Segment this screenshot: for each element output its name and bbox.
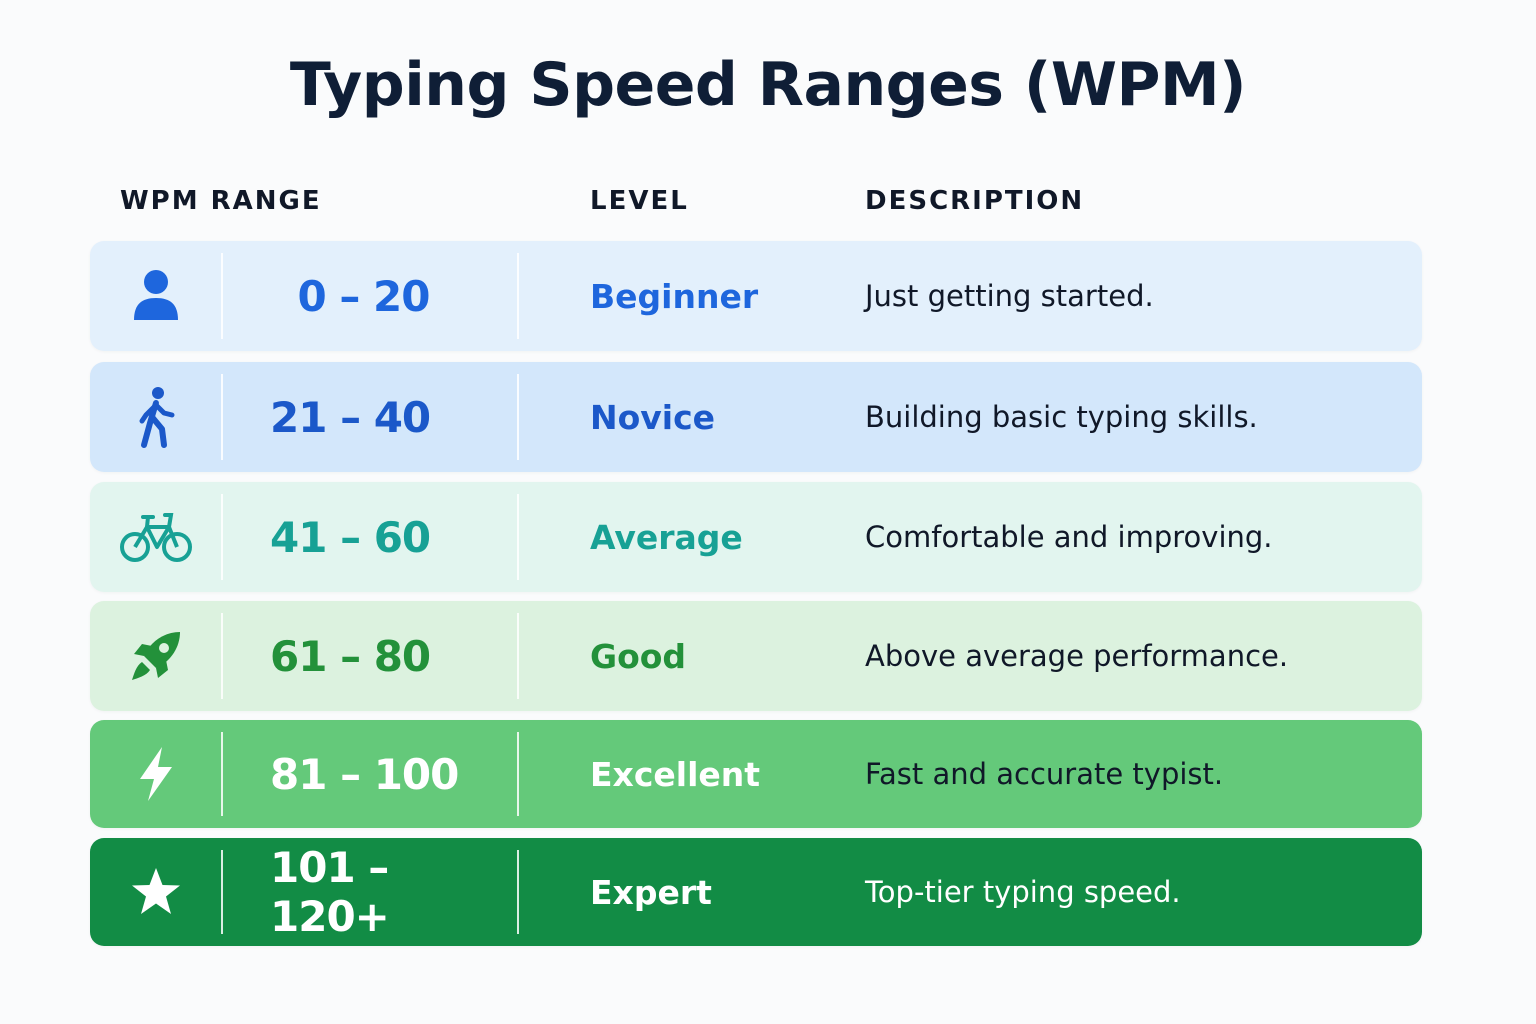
row-divider <box>221 850 223 934</box>
wpm-range: 21 – 40 <box>270 392 431 442</box>
row-divider <box>517 494 519 580</box>
row-divider <box>517 732 519 816</box>
header-level: LEVEL <box>590 186 689 216</box>
header-wpm-range: WPM RANGE <box>120 186 322 216</box>
table-row-beginner: 0 – 20 Beginner Just getting started. <box>90 241 1422 351</box>
level-description: Top-tier typing speed. <box>865 875 1181 909</box>
table-header: WPM RANGE LEVEL DESCRIPTION <box>0 186 1536 222</box>
level-label: Novice <box>590 397 716 437</box>
wpm-range: 61 – 80 <box>270 631 431 681</box>
row-divider <box>517 850 519 934</box>
person-icon <box>90 241 222 351</box>
row-divider <box>221 374 223 460</box>
level-description: Fast and accurate typist. <box>865 757 1224 791</box>
level-description: Just getting started. <box>865 279 1154 313</box>
level-description: Above average performance. <box>865 639 1289 673</box>
row-divider <box>517 253 519 339</box>
row-divider <box>221 494 223 580</box>
lightning-icon <box>90 720 222 828</box>
header-description: DESCRIPTION <box>865 186 1085 216</box>
wpm-range: 41 – 60 <box>270 512 431 562</box>
row-divider <box>221 732 223 816</box>
star-icon <box>90 838 222 946</box>
row-divider <box>517 374 519 460</box>
bicycle-icon <box>90 482 222 592</box>
table-row-good: 61 – 80 Good Above average performance. <box>90 601 1422 711</box>
level-label: Beginner <box>590 276 759 316</box>
table-row-excellent: 81 – 100 Excellent Fast and accurate typ… <box>90 720 1422 828</box>
walking-icon <box>90 362 222 472</box>
table-row-expert: 101 – 120+ Expert Top-tier typing speed. <box>90 838 1422 946</box>
row-divider <box>221 253 223 339</box>
level-label: Excellent <box>590 754 761 794</box>
row-divider <box>517 613 519 699</box>
wpm-range: 101 – 120+ <box>270 843 390 941</box>
level-description: Comfortable and improving. <box>865 520 1273 554</box>
rocket-icon <box>90 601 222 711</box>
wpm-range: 81 – 100 <box>270 749 459 799</box>
level-label: Expert <box>590 872 712 912</box>
wpm-range: 0 – 20 <box>297 271 431 321</box>
table-row-average: 41 – 60 Average Comfortable and improvin… <box>90 482 1422 592</box>
level-description: Building basic typing skills. <box>865 400 1258 434</box>
level-label: Good <box>590 636 687 676</box>
row-divider <box>221 613 223 699</box>
page-title: Typing Speed Ranges (WPM) <box>289 50 1247 120</box>
table-row-novice: 21 – 40 Novice Building basic typing ski… <box>90 362 1422 472</box>
level-label: Average <box>590 517 743 557</box>
